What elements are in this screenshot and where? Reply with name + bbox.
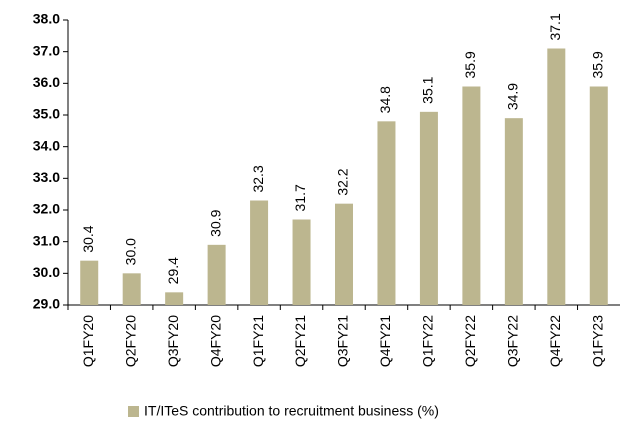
y-tick-label: 36.0 <box>33 74 60 90</box>
y-tick-label: 34.0 <box>33 137 60 153</box>
x-tick-label: Q1FY23 <box>589 315 605 367</box>
y-tick-label: 32.0 <box>33 201 60 217</box>
y-tick-label: 38.0 <box>33 11 60 27</box>
x-tick-label: Q3FY21 <box>335 315 351 367</box>
data-label: 30.9 <box>207 209 223 236</box>
bar <box>292 219 311 305</box>
bar <box>122 273 141 305</box>
x-tick-label: Q2FY22 <box>462 315 478 367</box>
x-tick-label: Q3FY20 <box>165 315 181 367</box>
x-tick-label: Q1FY20 <box>80 315 96 367</box>
bar <box>547 48 566 305</box>
data-label: 32.2 <box>335 168 351 195</box>
y-tick-label: 29.0 <box>33 296 60 312</box>
data-label: 31.7 <box>292 184 308 211</box>
x-tick-label: Q4FY22 <box>547 315 563 367</box>
x-tick-label: Q1FY22 <box>420 315 436 367</box>
bar <box>504 118 523 306</box>
bar <box>419 111 438 305</box>
x-tick-label: Q3FY22 <box>505 315 521 367</box>
x-tick-label: Q2FY20 <box>122 315 138 367</box>
data-label: 35.9 <box>589 51 605 78</box>
bar <box>165 292 184 305</box>
data-label: 35.9 <box>462 51 478 78</box>
bar <box>589 86 608 305</box>
y-tick-label: 37.0 <box>33 42 60 58</box>
data-label: 30.4 <box>80 225 96 252</box>
bar <box>462 86 481 305</box>
x-tick-label: Q4FY20 <box>207 315 223 367</box>
bar <box>80 260 99 305</box>
x-tick-label: Q1FY21 <box>250 315 266 367</box>
bar <box>335 203 353 305</box>
data-label: 29.4 <box>165 257 181 284</box>
y-tick-label: 30.0 <box>33 264 60 280</box>
legend-swatch <box>128 406 139 417</box>
data-label: 34.9 <box>505 83 521 110</box>
y-tick-label: 31.0 <box>33 232 60 248</box>
x-tick-label: Q4FY21 <box>377 315 393 367</box>
x-tick-label: Q2FY21 <box>292 315 308 367</box>
bar <box>377 121 396 305</box>
data-label: 30.0 <box>122 238 138 265</box>
data-label: 32.3 <box>250 165 266 192</box>
data-label: 35.1 <box>420 76 436 103</box>
bar <box>250 200 269 305</box>
legend-label: IT/ITeS contribution to recruitment busi… <box>144 403 439 419</box>
y-tick-label: 33.0 <box>33 169 60 185</box>
y-tick-label: 35.0 <box>33 106 60 122</box>
bar <box>207 244 226 305</box>
data-label: 34.8 <box>377 86 393 113</box>
data-label: 37.1 <box>547 13 563 40</box>
